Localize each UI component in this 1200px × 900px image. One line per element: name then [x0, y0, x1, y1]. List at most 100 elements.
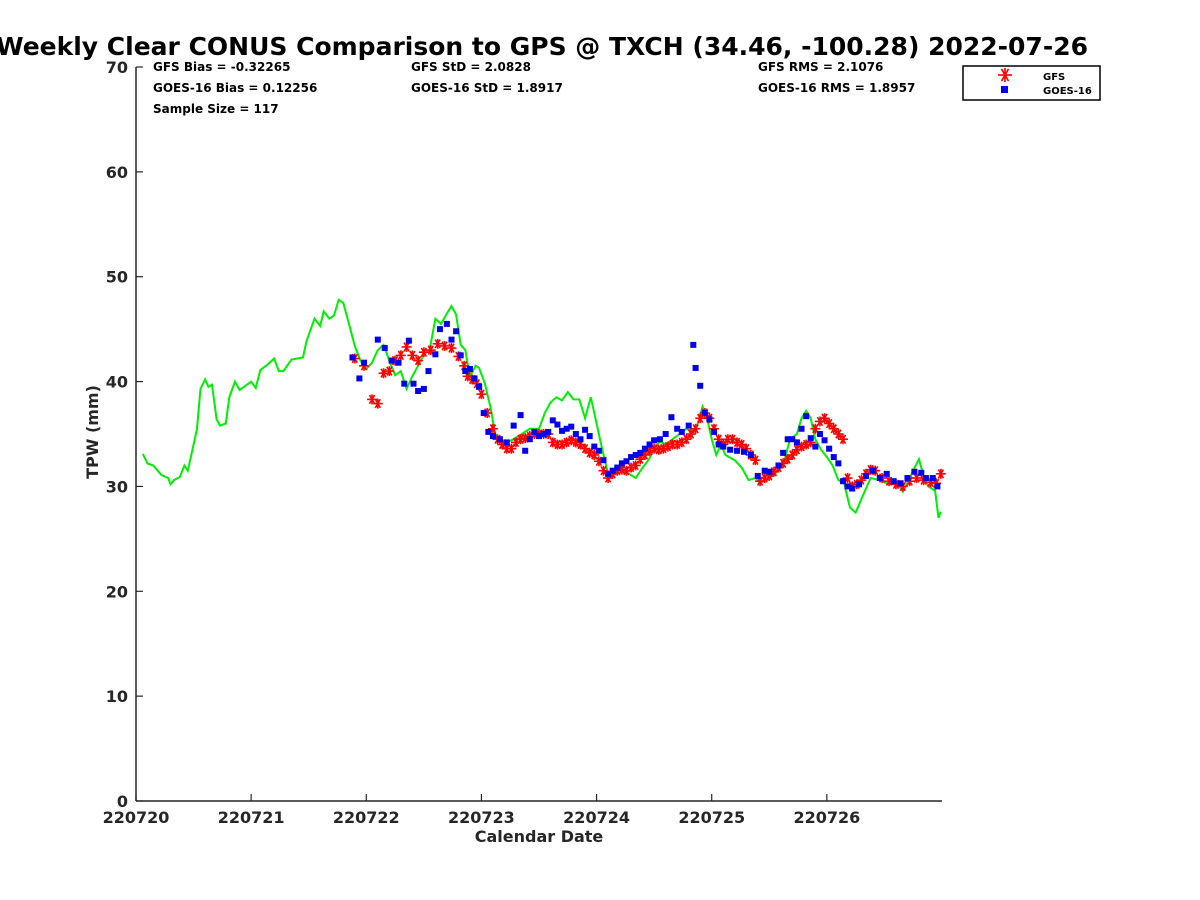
goes-point	[789, 436, 796, 443]
goes-point	[360, 359, 367, 366]
goes-point	[510, 422, 517, 429]
goes-point	[812, 443, 819, 450]
x-tick-label: 220725	[678, 808, 745, 827]
goes-point	[605, 470, 612, 477]
goes-point	[425, 368, 432, 375]
legend-gfs-label: GFS	[1043, 72, 1065, 83]
goes-point	[563, 425, 570, 432]
goes-point	[897, 480, 904, 487]
goes-point	[540, 431, 547, 437]
gfs-point	[432, 338, 443, 349]
goes-point	[685, 422, 692, 429]
gfs-point	[685, 429, 696, 439]
goes-point	[727, 446, 734, 453]
goes-point	[522, 447, 529, 454]
gfs-point	[736, 439, 747, 450]
goes-point	[381, 345, 388, 352]
y-tick-label: 30	[106, 477, 128, 496]
legend-gfs-star	[998, 68, 1012, 82]
gfs-point	[395, 350, 406, 361]
goes-point	[775, 462, 782, 469]
legend-gfs-marker	[998, 68, 1012, 82]
goes-point	[471, 375, 478, 382]
gfs-point	[741, 443, 752, 454]
sample-size-text: Sample Size = 117	[153, 102, 279, 116]
gfs-point	[407, 350, 418, 361]
goes-series	[349, 320, 941, 492]
goes-point	[388, 357, 395, 364]
goes-point	[432, 351, 439, 358]
goes-point	[835, 460, 842, 467]
goes-point	[410, 380, 417, 387]
y-tick-label: 40	[106, 373, 128, 392]
gfs-point	[787, 449, 798, 460]
goes-point	[674, 425, 681, 432]
goes-point	[401, 380, 408, 387]
chart-title: Weekly Clear CONUS Comparison to GPS @ T…	[0, 32, 1088, 61]
goes-point	[690, 341, 697, 348]
goes-point	[656, 436, 663, 443]
goes-point	[711, 428, 718, 435]
goes-point	[863, 472, 870, 479]
legend-goes-marker	[1001, 86, 1008, 93]
goes-point	[876, 475, 883, 482]
gfs-point	[630, 460, 641, 471]
goes-point	[349, 354, 356, 361]
x-ticks: 220720 220721 220722 220723 220724 220725 2207…	[103, 794, 860, 827]
goes-point	[697, 382, 704, 389]
goes-point	[929, 475, 936, 482]
axes	[135, 67, 942, 802]
goes-point	[453, 328, 460, 335]
goes-point	[476, 383, 483, 390]
goes-point	[623, 458, 630, 465]
goes-point	[856, 481, 863, 488]
gfs-point	[384, 366, 395, 377]
goes-point	[577, 436, 584, 443]
goes-point	[651, 437, 658, 444]
goes-point	[436, 326, 443, 333]
goes-point	[496, 436, 503, 443]
goes-point	[485, 428, 492, 435]
goes-point	[462, 368, 469, 375]
x-tick-label: 220726	[793, 808, 860, 827]
plot-area	[141, 298, 946, 519]
gfs-point	[413, 355, 424, 366]
gfs-bias-text: GFS Bias = -0.32265	[153, 60, 290, 74]
goes-point	[480, 410, 487, 417]
goes-point	[798, 425, 805, 432]
goes-point	[591, 443, 598, 450]
goes-point	[934, 483, 941, 490]
gfs-point	[824, 418, 835, 429]
gfs-series	[349, 338, 946, 492]
goes-std-text: GOES-16 StD = 1.8917	[411, 81, 563, 95]
goes-rms-text: GOES-16 RMS = 1.8957	[758, 81, 915, 95]
gfs-point	[828, 423, 839, 434]
y-tick-label: 20	[106, 582, 128, 601]
goes-point	[826, 445, 833, 452]
gfs-point	[935, 468, 946, 479]
gps-series-line	[141, 298, 942, 519]
gfs-point	[372, 398, 383, 409]
goes-point	[720, 443, 727, 450]
goes-point	[517, 412, 524, 419]
goes-point	[844, 483, 851, 490]
gfs-point	[690, 423, 701, 434]
goes-point	[662, 431, 669, 437]
goes-point	[869, 467, 876, 474]
goes-point	[807, 435, 814, 442]
gfs-point	[782, 454, 793, 465]
goes-point	[609, 467, 616, 474]
goes-point	[646, 441, 653, 448]
goes-point	[922, 475, 929, 482]
y-tick-label: 70	[106, 58, 128, 77]
goes-point	[526, 436, 533, 443]
goes-point	[734, 447, 741, 454]
goes-bias-text: GOES-16 Bias = 0.12256	[153, 81, 317, 95]
goes-point	[918, 469, 925, 476]
goes-point	[641, 445, 648, 452]
goes-point	[374, 336, 381, 343]
gfs-point	[681, 434, 692, 445]
goes-point	[692, 364, 699, 371]
goes-point	[904, 475, 911, 482]
x-axis-label: Calendar Date	[475, 827, 604, 846]
